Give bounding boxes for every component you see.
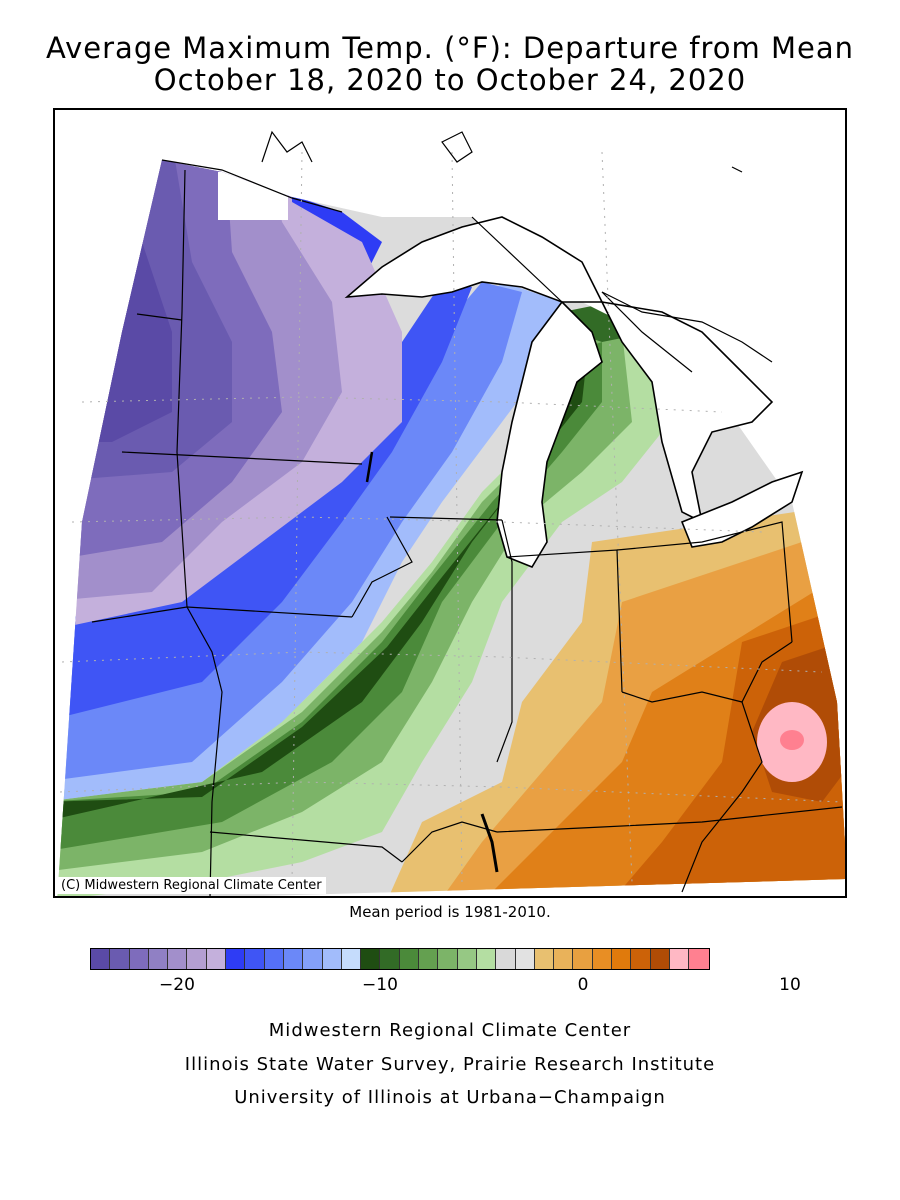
legend-swatch — [669, 949, 690, 969]
footer-organization: Midwestern Regional Climate Center — [268, 1020, 632, 1041]
legend-swatch — [592, 949, 613, 969]
map-canvas — [57, 130, 845, 896]
map-title: Average Maximum Temp. (°F): Departure fr… — [45, 31, 855, 65]
legend-swatch — [341, 949, 362, 969]
legend-swatch — [457, 949, 477, 969]
legend-swatch — [187, 949, 207, 969]
legend-swatch — [554, 949, 574, 969]
legend-swatch — [496, 949, 516, 969]
legend-swatch — [399, 949, 420, 969]
legend-swatch — [438, 949, 458, 969]
departure-field — [57, 160, 845, 896]
legend-tick: −10 — [362, 975, 398, 995]
legend-swatch — [476, 949, 497, 969]
legend-swatch — [322, 949, 342, 969]
graticule — [59, 151, 843, 883]
legend-swatch — [283, 949, 304, 969]
legend-swatch — [689, 949, 709, 969]
mean-period-note: Mean period is 1981-2010. — [349, 903, 551, 921]
legend-swatch — [612, 949, 632, 969]
legend-tick: 0 — [577, 975, 589, 995]
color-legend: −20 −10 0 10 — [90, 948, 801, 995]
legend-swatch — [110, 949, 130, 969]
legend-swatch — [534, 949, 555, 969]
legend-swatch — [631, 949, 651, 969]
legend-tick: 10 — [779, 975, 801, 995]
legend-swatch — [419, 949, 439, 969]
canada-coastline — [261, 130, 773, 363]
state-boundaries — [91, 159, 843, 896]
legend-swatch — [206, 949, 227, 969]
legend-color-bar — [90, 948, 710, 970]
footer-survey: Illinois State Water Survey, Prairie Res… — [184, 1054, 716, 1075]
legend-swatch — [226, 949, 246, 969]
legend-swatch — [148, 949, 169, 969]
legend-swatch — [650, 949, 670, 969]
legend-swatch — [361, 949, 381, 969]
legend-swatch — [168, 949, 188, 969]
legend-swatch — [129, 949, 149, 969]
legend-swatch — [303, 949, 323, 969]
legend-swatch — [264, 949, 284, 969]
great-lakes — [344, 216, 804, 568]
map-date-range: October 18, 2020 to October 24, 2020 — [153, 63, 747, 97]
temperature-departure-map: (C) Midwestern Regional Climate Center — [53, 108, 847, 898]
legend-swatch — [573, 949, 593, 969]
copyright-label: (C) Midwestern Regional Climate Center — [57, 877, 326, 894]
legend-swatch — [515, 949, 535, 969]
legend-tick: −20 — [159, 975, 195, 995]
footer-university: University of Illinois at Urbana−Champai… — [234, 1087, 666, 1108]
legend-swatch — [245, 949, 265, 969]
legend-swatch — [91, 949, 111, 969]
legend-swatch — [380, 949, 400, 969]
